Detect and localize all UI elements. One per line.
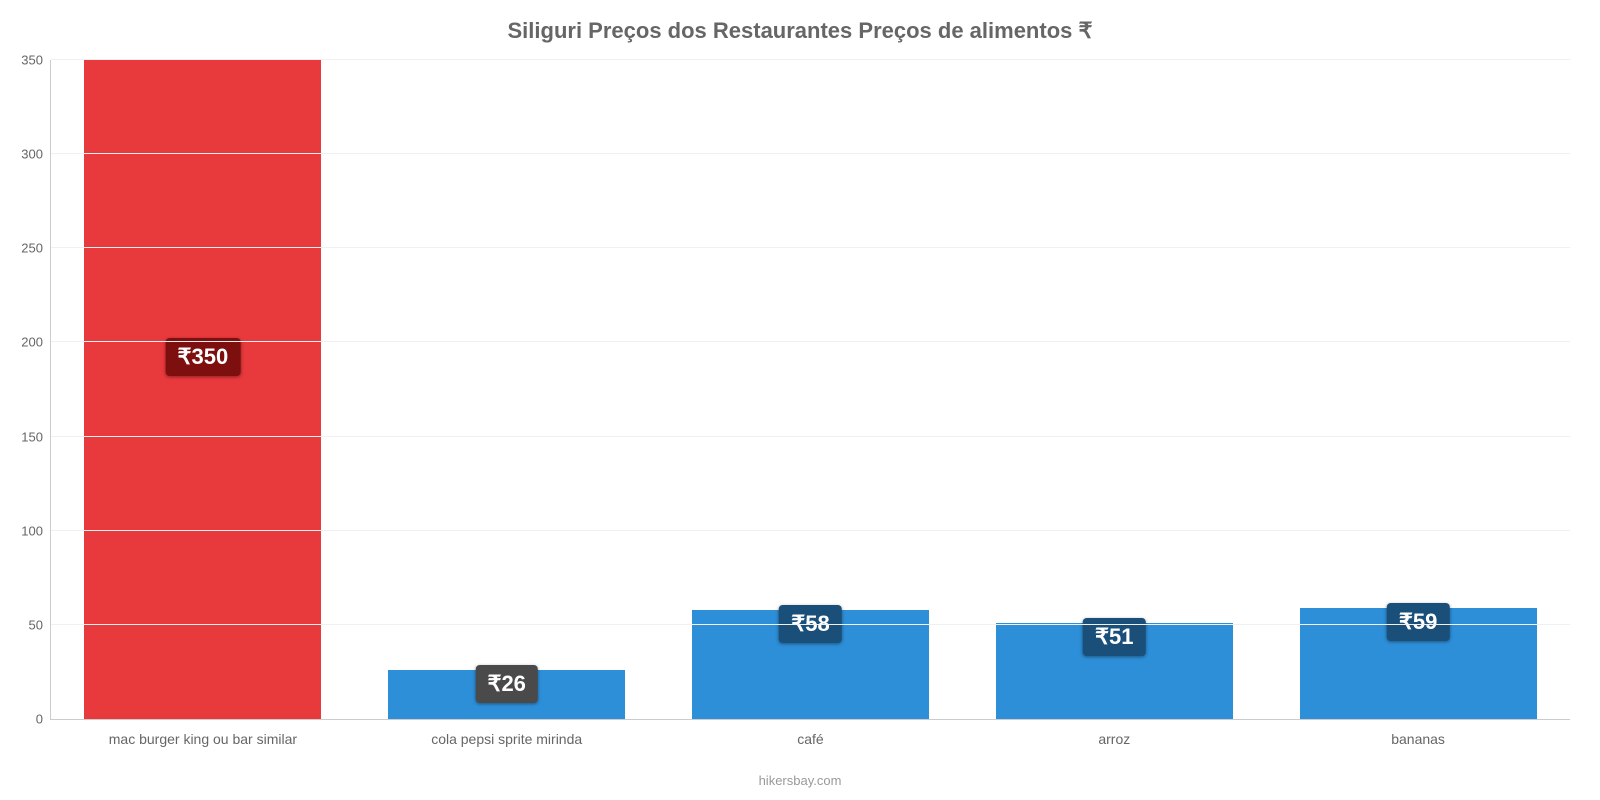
gridline — [51, 341, 1570, 342]
bar — [84, 60, 321, 719]
xtick-label: bananas — [1391, 731, 1445, 747]
gridline — [51, 624, 1570, 625]
xtick-label: café — [797, 731, 823, 747]
gridline — [51, 436, 1570, 437]
gridline — [51, 530, 1570, 531]
value-badge: ₹350 — [166, 338, 241, 376]
attribution-text: hikersbay.com — [0, 773, 1600, 788]
ytick-label: 300 — [21, 147, 43, 162]
xtick-label: mac burger king ou bar similar — [109, 731, 297, 747]
bar-slot: ₹58café — [659, 60, 963, 719]
gridline — [51, 59, 1570, 60]
ytick-label: 0 — [36, 712, 43, 727]
xtick-label: arroz — [1098, 731, 1130, 747]
bar-slot: ₹51arroz — [962, 60, 1266, 719]
gridline — [51, 247, 1570, 248]
chart-container: Siliguri Preços dos Restaurantes Preços … — [0, 0, 1600, 800]
gridline — [51, 153, 1570, 154]
bar-slot: ₹59bananas — [1266, 60, 1570, 719]
bar-slot: ₹26cola pepsi sprite mirinda — [355, 60, 659, 719]
plot-area: ₹350mac burger king ou bar similar₹26col… — [50, 60, 1570, 720]
chart-title: Siliguri Preços dos Restaurantes Preços … — [0, 18, 1600, 44]
ytick-label: 100 — [21, 523, 43, 538]
value-badge: ₹26 — [475, 665, 537, 703]
ytick-label: 150 — [21, 429, 43, 444]
ytick-label: 250 — [21, 241, 43, 256]
ytick-label: 350 — [21, 53, 43, 68]
xtick-label: cola pepsi sprite mirinda — [431, 731, 582, 747]
ytick-label: 50 — [29, 617, 43, 632]
bars-layer: ₹350mac burger king ou bar similar₹26col… — [51, 60, 1570, 719]
ytick-label: 200 — [21, 335, 43, 350]
value-badge: ₹59 — [1387, 603, 1449, 641]
bar-slot: ₹350mac burger king ou bar similar — [51, 60, 355, 719]
